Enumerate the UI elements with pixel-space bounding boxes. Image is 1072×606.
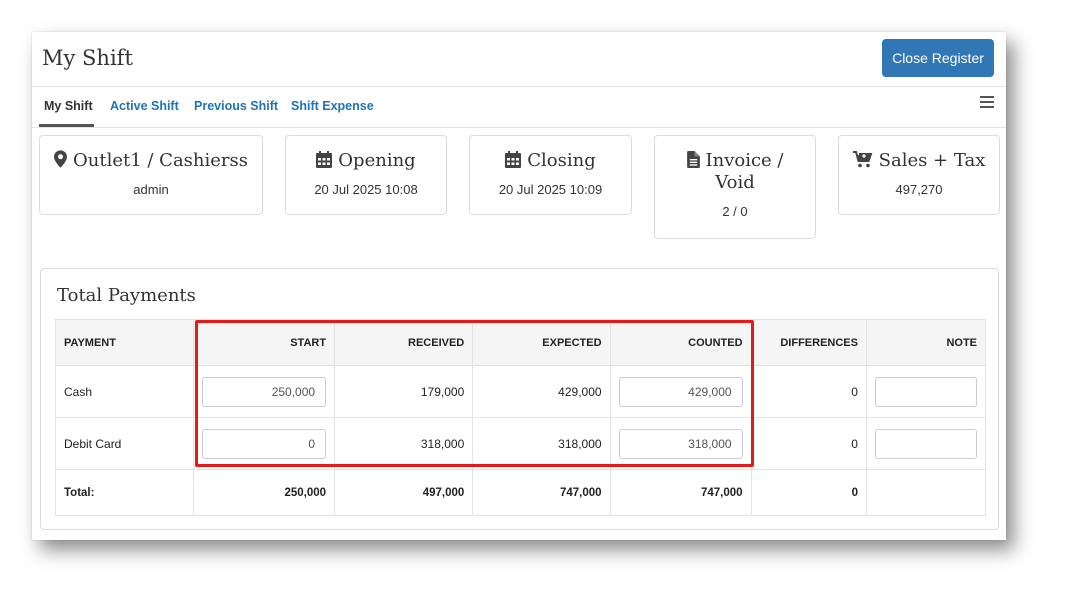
column-header: PAYMENT [54, 319, 195, 366]
total-label: Total: [54, 469, 195, 516]
tab-bar: My Shift Active Shift Previous Shift Shi… [32, 87, 1006, 128]
active-tab-indicator [39, 124, 94, 127]
table-header-row: PAYMENT START RECEIVED EXPECTED COUNTED … [54, 319, 987, 366]
payments-table: PAYMENT START RECEIVED EXPECTED COUNTED … [54, 319, 987, 516]
invoice-void-count: 2 / 0 [722, 204, 748, 219]
invoice-void-card: Invoice / Void 2 / 0 [654, 135, 816, 239]
total-payments-panel: Total Payments PAYMENT START RECEIVED EX… [40, 268, 999, 530]
difference-amount: 0 [750, 417, 867, 470]
tab-shift-expense[interactable]: Shift Expense [291, 99, 374, 113]
page-header: My Shift Close Register [32, 32, 1006, 87]
tab-my-shift[interactable]: My Shift [44, 99, 93, 113]
column-header: RECEIVED [334, 319, 474, 366]
tab-active-shift[interactable]: Active Shift [110, 99, 179, 113]
total-row: Total: 250,000 497,000 747,000 747,000 0 [54, 469, 987, 516]
total-counted: 747,000 [609, 469, 752, 516]
total-expected: 747,000 [472, 469, 611, 516]
app-window: My Shift Close Register My Shift Active … [32, 32, 1006, 540]
cashier-name: admin [133, 182, 169, 197]
invoice-card-title-line2: Void [715, 172, 755, 193]
invoice-card-title-line1: Invoice / [705, 150, 784, 171]
difference-amount: 0 [750, 365, 867, 418]
outlet-card-title: Outlet1 / Cashierss [72, 150, 248, 171]
column-header: COUNTED [609, 319, 752, 366]
close-register-button[interactable]: Close Register [882, 39, 994, 77]
note-input[interactable] [875, 428, 977, 459]
received-amount: 179,000 [334, 365, 474, 418]
document-icon [686, 151, 700, 168]
page-title: My Shift [42, 46, 133, 70]
payment-method: Debit Card [54, 417, 195, 470]
total-note [865, 469, 987, 516]
expected-amount: 429,000 [472, 365, 611, 418]
payment-method: Cash [54, 365, 195, 418]
total-start: 250,000 [193, 469, 336, 516]
received-amount: 318,000 [334, 417, 474, 470]
total-difference: 0 [750, 469, 867, 516]
closing-card: Closing 20 Jul 2025 10:09 [469, 135, 632, 215]
cart-icon [852, 151, 873, 168]
outlet-card: Outlet1 / Cashierss admin [39, 135, 263, 215]
column-header: EXPECTED [472, 319, 611, 366]
column-header: NOTE [865, 319, 987, 366]
table-row: Cash 179,000 429,000 0 [54, 365, 987, 418]
total-received: 497,000 [334, 469, 474, 516]
start-amount-input[interactable] [202, 428, 327, 459]
sales-tax-card: Sales + Tax 497,270 [838, 135, 1000, 215]
column-header: START [193, 319, 336, 366]
counted-amount-input[interactable] [618, 376, 743, 407]
sales-card-title: Sales + Tax [878, 150, 986, 171]
opening-time: 20 Jul 2025 10:08 [314, 182, 418, 197]
opening-card-title: Opening [338, 150, 416, 171]
closing-time: 20 Jul 2025 10:09 [498, 182, 603, 197]
calendar-icon [316, 151, 333, 168]
tab-previous-shift[interactable]: Previous Shift [194, 99, 279, 113]
closing-card-title: Closing [527, 150, 596, 171]
counted-amount-input[interactable] [618, 428, 743, 459]
note-input[interactable] [875, 376, 977, 407]
sales-tax-value: 497,270 [895, 182, 943, 197]
opening-card: Opening 20 Jul 2025 10:08 [285, 135, 447, 215]
column-header: DIFFERENCES [750, 319, 867, 366]
hamburger-menu-icon[interactable] [980, 96, 994, 110]
calendar-icon [505, 151, 522, 168]
map-marker-icon [53, 150, 67, 168]
table-row: Debit Card 318,000 318,000 0 [54, 417, 987, 470]
start-amount-input[interactable] [202, 376, 327, 407]
total-payments-title: Total Payments [57, 285, 196, 306]
expected-amount: 318,000 [472, 417, 611, 470]
